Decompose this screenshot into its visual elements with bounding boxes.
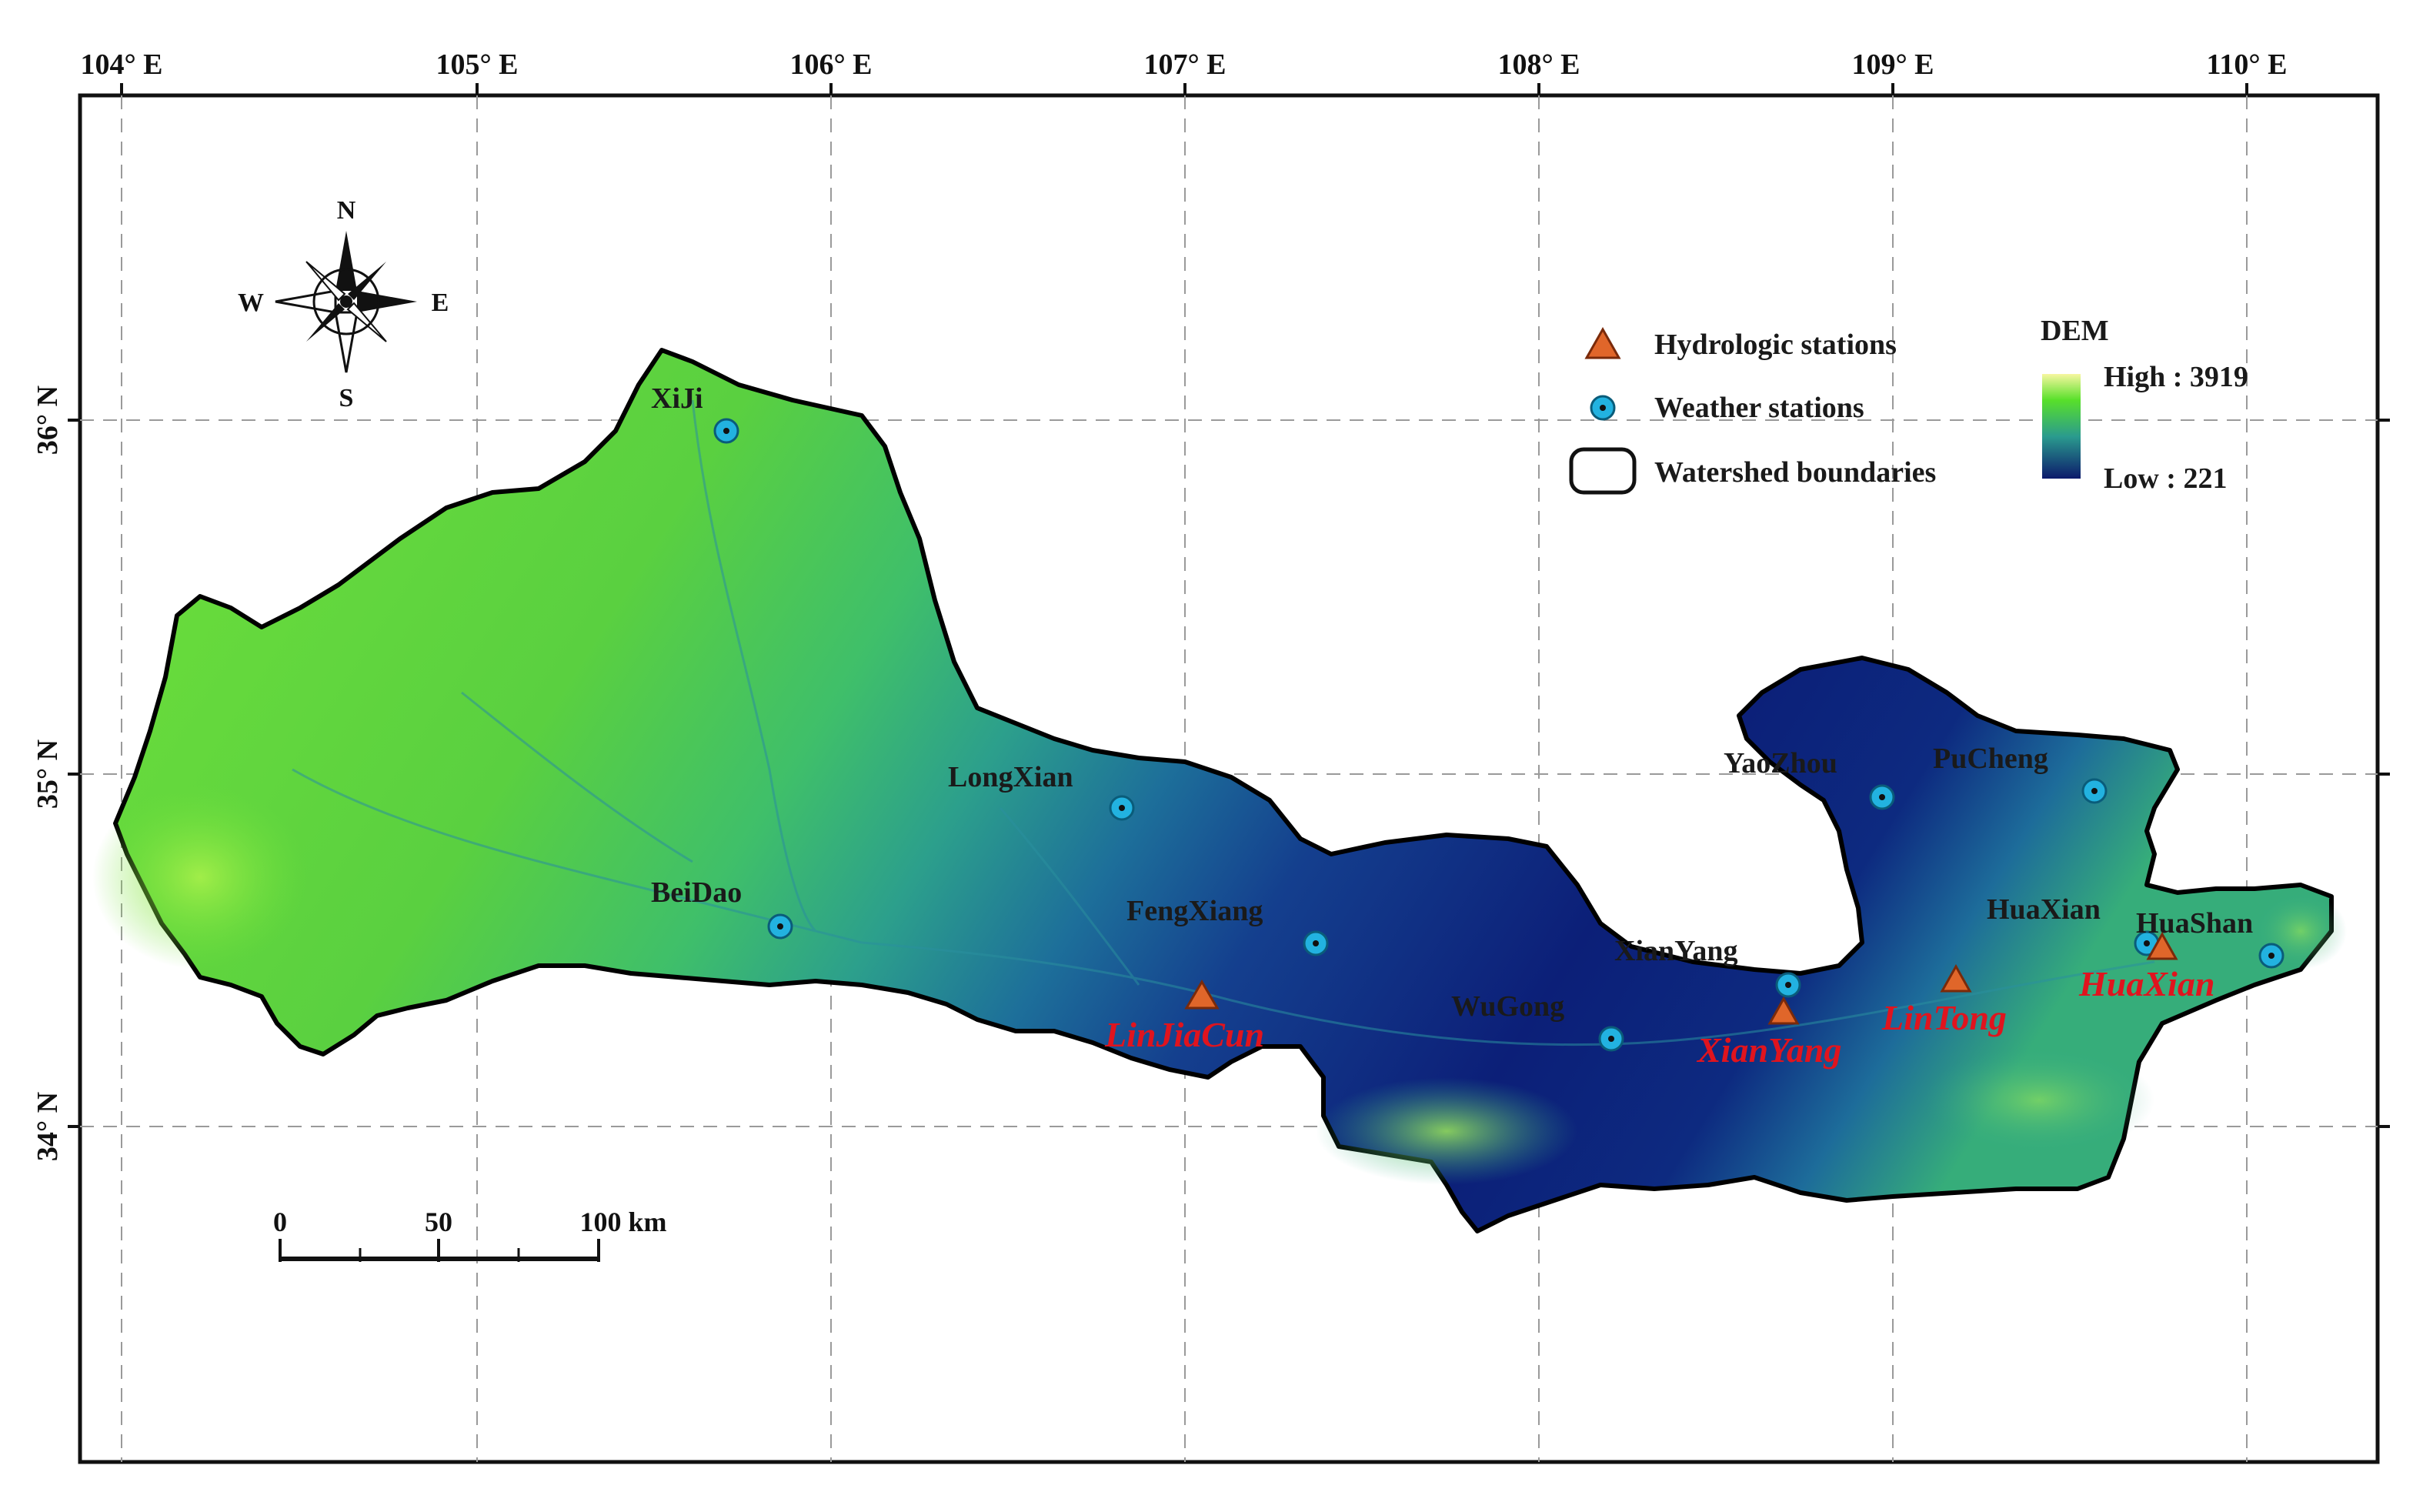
hydro-label-linjiacun: LinJiaCun (1104, 1015, 1264, 1054)
weather-station-yaozhou: YaoZhou (1724, 747, 1895, 810)
compass-rose: N S E W (238, 196, 449, 412)
compass-e: E (432, 289, 449, 317)
lon-label-110: 110° E (2207, 48, 2288, 81)
hydro-label-lintong: LinTong (1881, 998, 2007, 1037)
lon-label-104: 104° E (80, 48, 162, 81)
compass-s: S (339, 384, 354, 412)
weather-station-pucheng: PuCheng (1933, 743, 2108, 804)
station-label-beidao: BeiDao (651, 876, 742, 909)
station-label-fengxiang: FengXiang (1126, 895, 1263, 927)
lon-label-106: 106° E (789, 48, 872, 81)
legend-dem-high: High : 3919 (2104, 361, 2248, 393)
legend-hydro-marker (1584, 326, 1621, 359)
scale-label-0: 0 (273, 1207, 287, 1237)
weather-station-wugong: WuGong (1451, 990, 1624, 1052)
compass-w: W (238, 289, 264, 317)
lon-label-105: 105° E (436, 48, 518, 81)
lon-label-109: 109° E (1851, 48, 1934, 81)
legend-boundary-marker (1569, 447, 1637, 495)
weather-stations: XiJi LongXian BeiDao FengXiang WuGong Xi… (651, 382, 2285, 1052)
station-label-xiji: XiJi (651, 382, 703, 415)
legend: Hydrologic stations Weather stations Wat… (1569, 315, 2248, 495)
lat-label-35: 35° N (32, 739, 64, 809)
hydrologic-stations: LinJiaCun XianYang LinTong HuaXian (1104, 931, 2214, 1070)
dem-high-southeast (1924, 1046, 2154, 1154)
hydro-station-xianyang: XianYang (1696, 996, 1842, 1070)
weather-station-xiji: XiJi (651, 382, 739, 444)
frame-ticks (68, 83, 2390, 1128)
weather-station-huashan: HuaShan (2136, 907, 2285, 969)
legend-dem-ramp (2042, 374, 2081, 479)
station-label-pucheng: PuCheng (1933, 743, 2048, 775)
hydro-station-huaxian: HuaXian (2078, 931, 2214, 1003)
station-label-yaozhou: YaoZhou (1724, 747, 1837, 779)
legend-weather-label: Weather stations (1654, 392, 1864, 424)
legend-boundary-label: Watershed boundaries (1654, 456, 1936, 489)
legend-weather-marker-dot (1600, 405, 1606, 411)
scale-label-100: 100 km (579, 1207, 666, 1237)
compass-n: N (337, 196, 356, 225)
scale-label-50: 50 (425, 1207, 452, 1237)
hydro-station-linjiacun: LinJiaCun (1104, 980, 1264, 1054)
legend-dem-title: DEM (2041, 315, 2109, 347)
weather-station-fengxiang: FengXiang (1126, 895, 1329, 956)
dem-high-west (92, 785, 308, 970)
hydro-label-xianyang: XianYang (1696, 1030, 1842, 1070)
hydro-station-lintong: LinTong (1881, 963, 2007, 1037)
legend-hydro-label: Hydrologic stations (1654, 329, 1897, 361)
station-label-huashan: HuaShan (2136, 907, 2253, 940)
lat-label-34: 34° N (32, 1092, 64, 1161)
river-network (292, 399, 2155, 1046)
station-label-xianyang: XianYang (1614, 935, 1738, 967)
scale-bar: 0 50 100 km (273, 1207, 667, 1262)
dem-high-south (1316, 1077, 1577, 1185)
hydro-label-huaxian: HuaXian (2078, 964, 2214, 1003)
north-arrow-icon (275, 231, 417, 373)
weather-station-xianyang: XianYang (1614, 935, 1801, 998)
lat-label-36: 36° N (32, 386, 64, 455)
station-label-huaxian: HuaXian (1987, 893, 2101, 926)
latitude-labels: 36° N 35° N 34° N (32, 386, 64, 1161)
station-label-longxian: LongXian (948, 761, 1073, 793)
weather-station-longxian: LongXian (948, 761, 1135, 821)
longitude-labels: 104° E 105° E 106° E 107° E 108° E 109° … (80, 48, 2287, 81)
station-label-wugong: WuGong (1451, 990, 1564, 1023)
lon-label-108: 108° E (1497, 48, 1580, 81)
lon-label-107: 107° E (1143, 48, 1226, 81)
legend-dem-low: Low : 221 (2104, 462, 2227, 495)
weather-station-beidao: BeiDao (651, 876, 793, 940)
